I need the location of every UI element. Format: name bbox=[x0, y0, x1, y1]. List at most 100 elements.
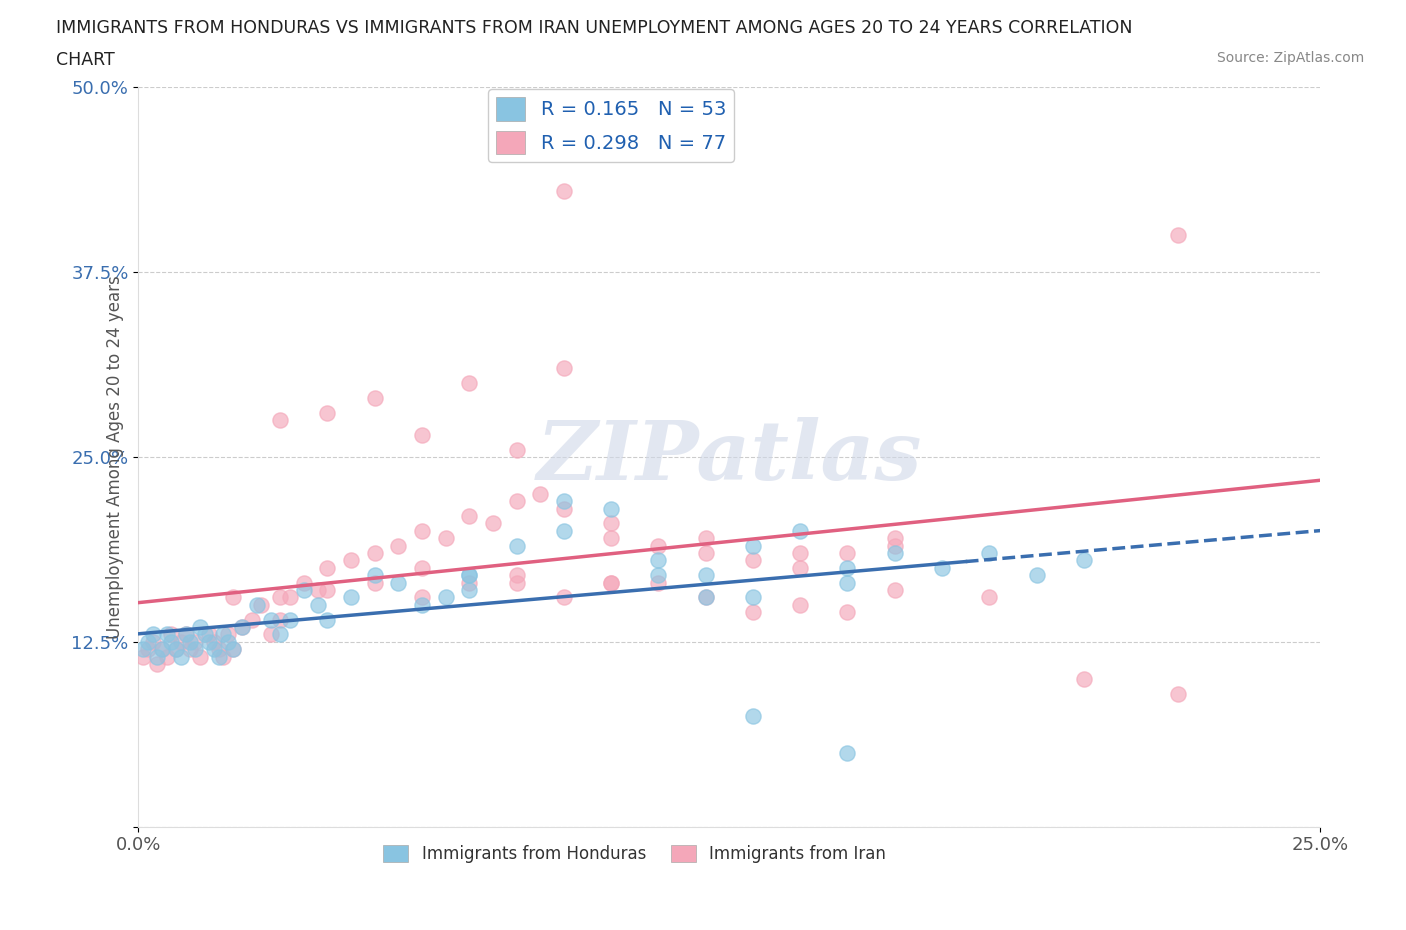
Text: CHART: CHART bbox=[56, 51, 115, 69]
Point bbox=[340, 553, 363, 568]
Point bbox=[482, 516, 505, 531]
Point bbox=[198, 634, 221, 649]
Point bbox=[789, 546, 811, 561]
Point bbox=[505, 442, 527, 457]
Point bbox=[141, 627, 163, 642]
Point bbox=[132, 642, 155, 657]
Point bbox=[529, 486, 551, 501]
Point bbox=[150, 642, 173, 657]
Point bbox=[316, 582, 339, 597]
Point bbox=[307, 597, 329, 612]
Point bbox=[179, 634, 201, 649]
Point bbox=[742, 590, 765, 604]
Point bbox=[411, 524, 433, 538]
Point bbox=[188, 649, 211, 664]
Point bbox=[132, 649, 155, 664]
Point bbox=[600, 501, 623, 516]
Point bbox=[160, 634, 183, 649]
Point bbox=[217, 627, 239, 642]
Point bbox=[883, 538, 905, 553]
Point bbox=[170, 649, 193, 664]
Point bbox=[600, 575, 623, 590]
Point bbox=[156, 627, 179, 642]
Point bbox=[883, 546, 905, 561]
Point bbox=[600, 575, 623, 590]
Point bbox=[458, 568, 481, 583]
Point bbox=[742, 709, 765, 724]
Point bbox=[837, 745, 859, 760]
Point bbox=[136, 634, 159, 649]
Point bbox=[202, 642, 225, 657]
Point bbox=[434, 531, 457, 546]
Point bbox=[150, 642, 173, 657]
Point bbox=[269, 612, 291, 627]
Point bbox=[1167, 228, 1189, 243]
Point bbox=[316, 612, 339, 627]
Legend: Immigrants from Honduras, Immigrants from Iran: Immigrants from Honduras, Immigrants fro… bbox=[377, 839, 893, 870]
Point bbox=[695, 568, 717, 583]
Point bbox=[600, 516, 623, 531]
Point bbox=[269, 413, 291, 428]
Point bbox=[505, 568, 527, 583]
Point bbox=[695, 531, 717, 546]
Point bbox=[184, 634, 207, 649]
Point bbox=[156, 649, 179, 664]
Point bbox=[742, 553, 765, 568]
Point bbox=[505, 538, 527, 553]
Point bbox=[269, 627, 291, 642]
Point bbox=[222, 642, 245, 657]
Point bbox=[364, 575, 387, 590]
Point bbox=[979, 546, 1001, 561]
Point bbox=[553, 494, 575, 509]
Point bbox=[184, 642, 207, 657]
Point bbox=[647, 538, 669, 553]
Point bbox=[647, 553, 669, 568]
Point bbox=[434, 590, 457, 604]
Point bbox=[458, 376, 481, 391]
Point bbox=[364, 391, 387, 405]
Point bbox=[1025, 568, 1047, 583]
Point bbox=[647, 568, 669, 583]
Y-axis label: Unemployment Among Ages 20 to 24 years: Unemployment Among Ages 20 to 24 years bbox=[107, 275, 125, 639]
Point bbox=[553, 361, 575, 376]
Point bbox=[695, 590, 717, 604]
Point bbox=[292, 575, 315, 590]
Point bbox=[364, 568, 387, 583]
Point bbox=[240, 612, 263, 627]
Point bbox=[458, 582, 481, 597]
Point bbox=[1167, 686, 1189, 701]
Point bbox=[647, 575, 669, 590]
Point bbox=[165, 642, 187, 657]
Text: ZIPatlas: ZIPatlas bbox=[537, 417, 922, 497]
Point bbox=[260, 612, 283, 627]
Point bbox=[141, 634, 163, 649]
Point bbox=[553, 501, 575, 516]
Point bbox=[505, 575, 527, 590]
Point bbox=[170, 634, 193, 649]
Point bbox=[198, 627, 221, 642]
Point bbox=[208, 649, 231, 664]
Point bbox=[292, 582, 315, 597]
Point bbox=[212, 649, 235, 664]
Point bbox=[146, 657, 169, 671]
Point bbox=[316, 561, 339, 576]
Point bbox=[165, 642, 187, 657]
Point bbox=[364, 546, 387, 561]
Point bbox=[387, 575, 409, 590]
Point bbox=[222, 642, 245, 657]
Point bbox=[411, 427, 433, 442]
Point bbox=[458, 568, 481, 583]
Point bbox=[174, 627, 197, 642]
Point bbox=[553, 183, 575, 198]
Text: IMMIGRANTS FROM HONDURAS VS IMMIGRANTS FROM IRAN UNEMPLOYMENT AMONG AGES 20 TO 2: IMMIGRANTS FROM HONDURAS VS IMMIGRANTS F… bbox=[56, 19, 1133, 36]
Point bbox=[278, 612, 301, 627]
Point bbox=[1073, 671, 1095, 686]
Point bbox=[174, 627, 197, 642]
Point bbox=[316, 405, 339, 420]
Point bbox=[387, 538, 409, 553]
Point bbox=[278, 590, 301, 604]
Point bbox=[931, 561, 953, 576]
Point bbox=[837, 546, 859, 561]
Text: Source: ZipAtlas.com: Source: ZipAtlas.com bbox=[1216, 51, 1364, 65]
Point bbox=[340, 590, 363, 604]
